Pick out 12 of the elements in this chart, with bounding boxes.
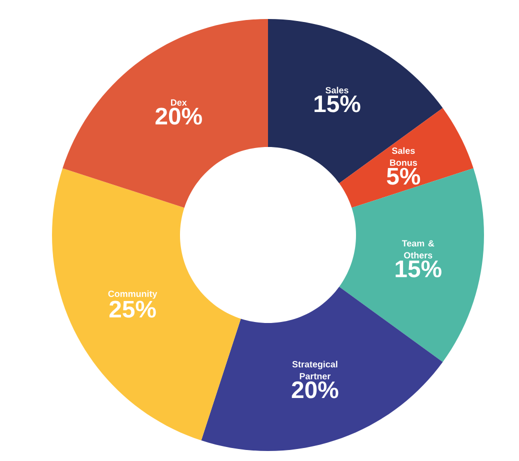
slice-label: Dex	[171, 99, 187, 106]
slice-label: Strategical Partner	[292, 360, 338, 380]
data-label: 15%	[314, 95, 360, 112]
slice-label: Sales	[326, 86, 348, 94]
slice-label: Community	[108, 290, 158, 299]
data-label: 25%	[109, 300, 156, 318]
slice-label: Team & Others	[402, 240, 434, 258]
data-label: 20%	[292, 381, 338, 398]
data-label: 5%	[386, 168, 420, 185]
data-label: 20%	[156, 108, 202, 125]
slice-label: Sales Bonus	[390, 147, 418, 166]
data-label: 15%	[396, 260, 442, 278]
